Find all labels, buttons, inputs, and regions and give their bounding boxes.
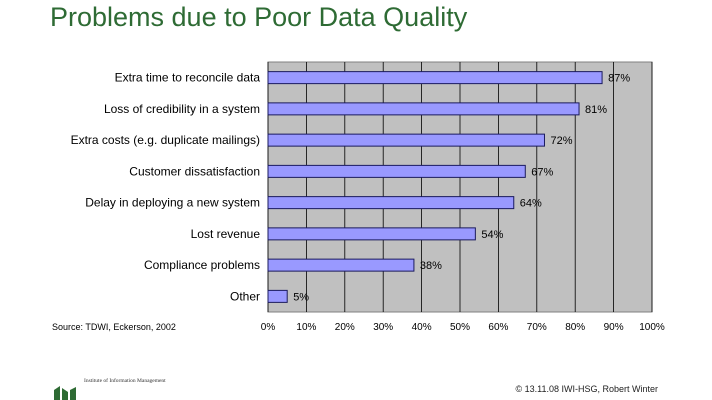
category-label: Extra time to reconcile data bbox=[115, 71, 261, 85]
copyright-note: © 13.11.08 IWI-HSG, Robert Winter bbox=[515, 384, 658, 394]
bar bbox=[267, 133, 545, 147]
x-tick-label: 30% bbox=[373, 322, 393, 333]
x-tick-label: 100% bbox=[639, 322, 665, 333]
data-label: 54% bbox=[481, 229, 503, 241]
bar bbox=[267, 102, 580, 116]
data-label: 81% bbox=[585, 104, 607, 116]
bar-chart: Extra time to reconcile data 87% Loss of c… bbox=[71, 61, 665, 333]
source-note: Source: TDWI, Eckerson, 2002 bbox=[52, 322, 176, 332]
data-label: 38% bbox=[420, 260, 442, 272]
bar bbox=[267, 164, 526, 178]
x-tick-label: 40% bbox=[412, 322, 432, 333]
bar bbox=[267, 258, 415, 272]
data-label: 67% bbox=[531, 166, 553, 178]
bar bbox=[267, 196, 515, 210]
x-tick-label: 70% bbox=[527, 322, 547, 333]
x-tick-label: 90% bbox=[604, 322, 624, 333]
category-label: Loss of credibility in a system bbox=[104, 102, 260, 116]
category-label: Delay in deploying a new system bbox=[85, 196, 260, 210]
university-logo-icon bbox=[54, 386, 76, 400]
data-label: 87% bbox=[608, 73, 630, 85]
x-tick-label: 20% bbox=[335, 322, 355, 333]
x-tick-label: 10% bbox=[296, 322, 316, 333]
category-label: Extra costs (e.g. duplicate mailings) bbox=[71, 133, 260, 147]
category-label: Other bbox=[230, 289, 260, 303]
data-label: 64% bbox=[520, 198, 542, 210]
bar bbox=[267, 71, 603, 85]
category-label: Customer dissatisfaction bbox=[129, 164, 260, 178]
institute-name: Institute of Information Management bbox=[84, 378, 166, 384]
x-tick-label: 60% bbox=[488, 322, 508, 333]
x-tick-label: 80% bbox=[565, 322, 585, 333]
x-tick-label: 0% bbox=[261, 322, 276, 333]
slide-title: Problems due to Poor Data Quality bbox=[50, 2, 468, 32]
bar bbox=[267, 289, 288, 303]
data-label: 5% bbox=[293, 291, 309, 303]
category-label: Lost revenue bbox=[191, 227, 261, 241]
x-tick-label: 50% bbox=[450, 322, 470, 333]
category-label: Compliance problems bbox=[144, 258, 260, 272]
bar bbox=[267, 227, 476, 241]
data-label: 72% bbox=[550, 135, 572, 147]
